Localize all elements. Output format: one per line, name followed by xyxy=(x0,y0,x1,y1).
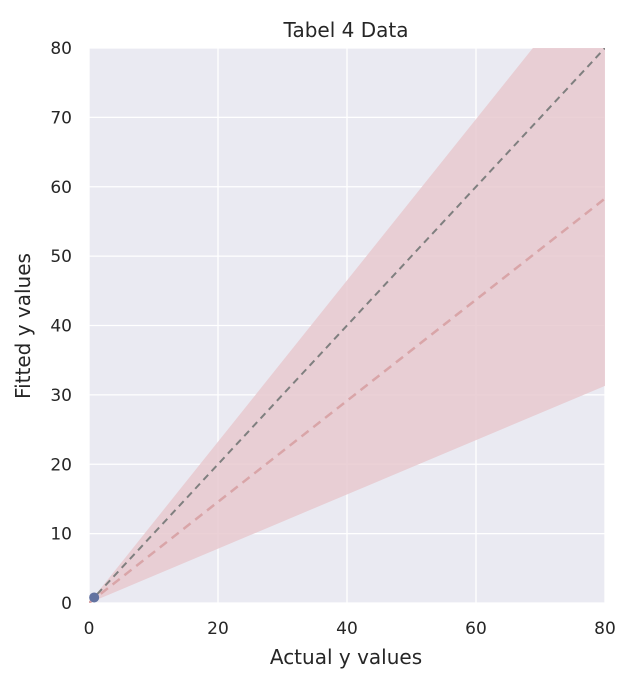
x-axis-label: Actual y values xyxy=(270,645,422,669)
x-axis-ticks: 0 20 40 60 80 xyxy=(84,619,616,639)
y-tick-label: 50 xyxy=(50,247,72,267)
y-tick-label: 60 xyxy=(50,178,72,198)
fit-line xyxy=(89,197,605,603)
y-tick-label: 0 xyxy=(61,594,72,614)
y-tick-label: 70 xyxy=(50,108,72,128)
y-tick-label: 30 xyxy=(50,386,72,406)
y-axis-label: Fitted y values xyxy=(11,253,35,399)
y-axis-ticks: 0 10 20 30 40 50 60 70 80 xyxy=(50,39,72,614)
x-tick-label: 20 xyxy=(207,619,229,639)
identity-line xyxy=(89,48,605,603)
y-tick-label: 20 xyxy=(50,455,72,475)
chart-title: Tabel 4 Data xyxy=(283,18,409,42)
data-point xyxy=(89,592,100,603)
plot-content xyxy=(89,48,605,603)
x-tick-label: 80 xyxy=(594,619,616,639)
y-tick-label: 80 xyxy=(50,39,72,59)
x-tick-label: 60 xyxy=(465,619,487,639)
x-tick-label: 0 xyxy=(84,619,95,639)
y-tick-label: 40 xyxy=(50,317,72,337)
y-tick-label: 10 xyxy=(50,525,72,545)
x-tick-label: 40 xyxy=(336,619,358,639)
